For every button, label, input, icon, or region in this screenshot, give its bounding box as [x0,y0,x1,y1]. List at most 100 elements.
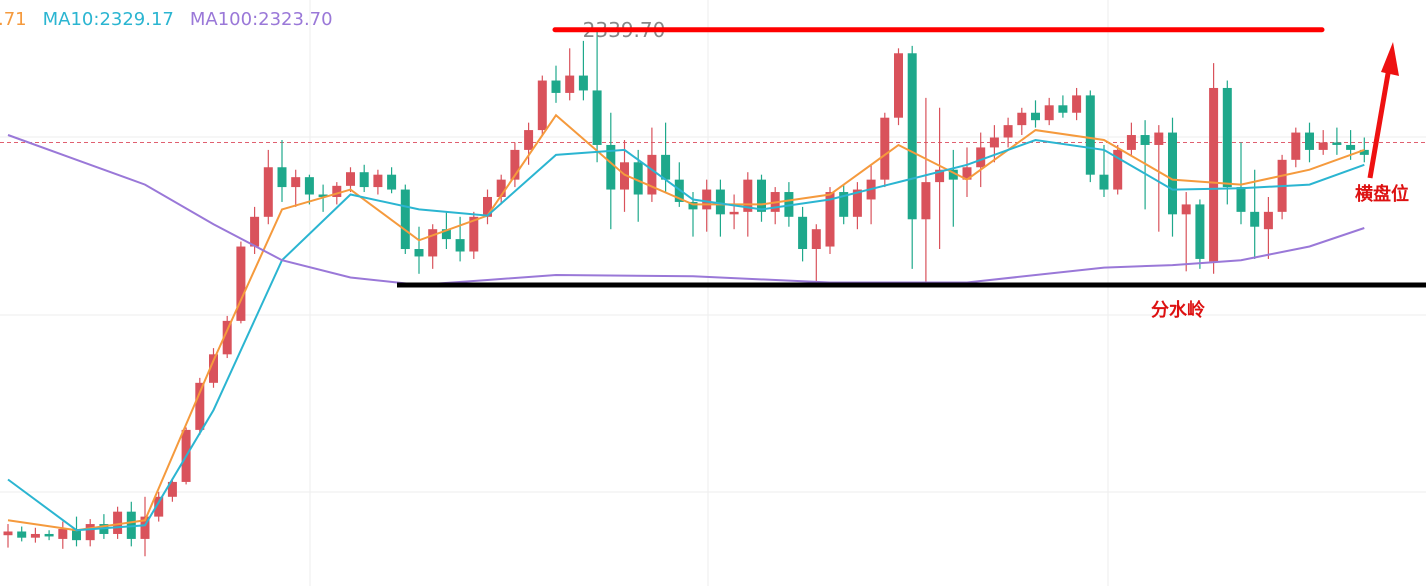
candle-body [154,496,164,517]
candle-body [1332,142,1342,145]
candle-body [1263,211,1273,230]
candle-body [113,511,123,534]
candle-body [729,211,739,215]
candle-body [44,533,54,537]
candle-body [250,216,260,247]
candle-body [72,529,81,541]
candle-body [661,154,671,180]
candle-body [1044,105,1054,121]
candle-body [825,192,835,247]
candle-body [1113,149,1123,190]
candle-body [30,533,40,538]
candle-body [743,179,753,212]
candle-body [414,249,424,257]
candle-body [1291,132,1301,160]
candle-body [989,137,999,148]
candle-body [1072,95,1082,113]
candle-body [140,516,150,539]
candle-body [346,172,355,186]
candle-body [524,130,534,150]
candle-body [1346,144,1356,150]
candle-body [1222,87,1232,188]
candle-body [510,149,520,180]
candle-body [1058,105,1068,113]
candle-body [263,167,273,217]
candle-body [578,75,588,91]
candle-body [1181,204,1191,215]
candle-body [811,229,821,250]
legend-entry: MA100:2323.70 [190,9,333,30]
candle-body [1236,187,1246,212]
candle-body [469,216,479,252]
candle-body [976,147,986,168]
candle-body [277,167,287,188]
ma-line [7,134,1365,286]
ma-line [7,138,1365,532]
candle-body [1209,87,1219,262]
legend-entry: .71 [0,9,27,30]
candle-body [195,382,205,430]
candle-body [496,179,506,197]
candle-body [921,182,931,220]
candle-body [1250,211,1260,227]
ma-line [7,113,1365,532]
candle-body [606,144,616,190]
arrow-head [1381,42,1399,76]
candle-body [757,179,766,212]
candle-body [962,167,972,180]
candle-body [702,189,712,210]
candle-body [715,189,725,215]
candle-body [3,531,13,536]
candle-body [222,320,232,355]
candle-body [852,189,862,217]
plot-area [0,29,1426,557]
candle-body [373,174,383,188]
candle-body [1085,95,1095,175]
candle-body [565,75,575,93]
candle-body [948,169,958,180]
candle-body [85,524,95,541]
arrow [1367,61,1393,179]
candle-body [1126,135,1136,150]
candle-body [455,239,465,252]
candle-body [551,80,561,93]
candle-body [1099,174,1109,190]
candle-body [359,172,369,188]
candle-body [304,177,314,195]
candle-body [236,246,246,321]
candle-body [332,185,342,197]
candle-body [1359,149,1369,155]
candle-body [894,53,903,118]
candle-body [839,192,849,217]
annotation: 横盘位 [1355,183,1409,205]
candle-body [620,162,629,190]
candle-body [633,162,643,195]
candle-body [1305,132,1314,150]
candle-body [647,154,657,195]
candle-body [537,80,547,131]
candle-body [167,481,177,497]
candle-body [907,53,917,220]
candle-body [441,229,451,240]
candle-body [1140,135,1150,145]
legend-entry: MA10:2329.17 [43,9,174,30]
candle-body [1017,112,1027,126]
candle-body [428,229,438,257]
candle-body [17,531,27,538]
candle-body [400,189,410,250]
candle-body [688,201,698,210]
candle-body [880,117,890,180]
candle-body [291,177,301,188]
candle-body [58,529,68,539]
candle-body [1154,132,1164,145]
candle-body [1003,125,1013,138]
candle-body [798,216,808,250]
candle-body [784,192,794,217]
candle-body [387,174,397,190]
candle-body [483,196,492,217]
candle-body [209,354,218,383]
annotation: 分水岭 [1151,299,1205,321]
candle-body [318,194,328,197]
candle-body [1031,112,1040,121]
